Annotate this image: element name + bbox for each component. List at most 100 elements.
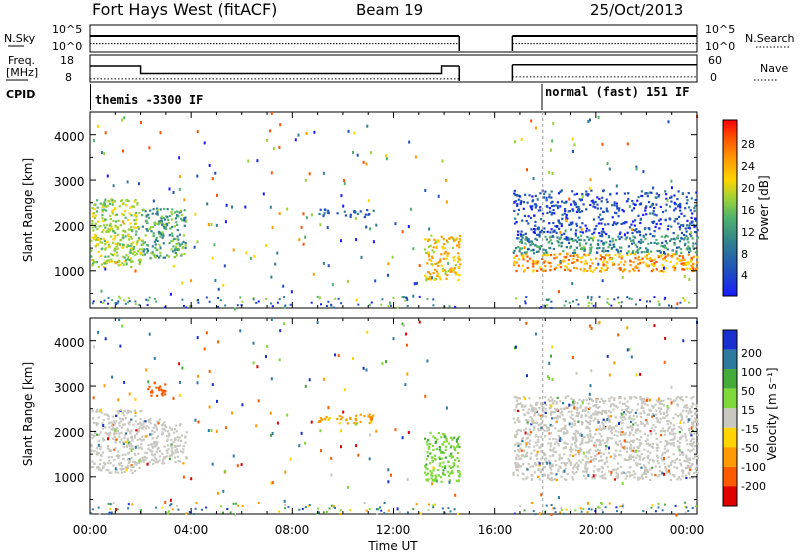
power-ytick-1000: 1000 xyxy=(54,265,85,279)
velocity-cell xyxy=(646,422,649,425)
power-cell xyxy=(686,267,689,270)
velocity-cell xyxy=(156,441,159,444)
velocity-cell xyxy=(431,479,434,482)
velocity-near-range xyxy=(432,506,435,509)
velocity-cell xyxy=(611,403,614,406)
power-cell xyxy=(664,246,667,250)
velocity-near-range xyxy=(600,502,602,504)
power-cell xyxy=(569,254,572,257)
power-cell xyxy=(513,256,516,259)
power-cell xyxy=(129,222,132,225)
power-cell xyxy=(158,256,161,259)
power-cell xyxy=(91,220,94,223)
power-cell xyxy=(664,209,667,212)
velocity-cell xyxy=(666,442,669,445)
velocity-speckle xyxy=(217,340,220,344)
power-cell xyxy=(688,224,691,227)
velocity-cell xyxy=(550,399,553,402)
velocity-cell xyxy=(529,416,532,419)
power-near-range xyxy=(239,296,242,299)
velocity-cell xyxy=(158,455,161,458)
velocity-cell xyxy=(445,440,448,443)
power-cell xyxy=(101,214,104,217)
velocity-colorbar-label: Velocity [m s⁻¹] xyxy=(765,367,779,460)
velocity-cell xyxy=(553,411,556,414)
power-cell xyxy=(565,216,568,219)
velocity-cell xyxy=(456,451,460,454)
velocity-cell xyxy=(681,475,684,478)
velocity-cell xyxy=(604,462,607,465)
velocity-cell xyxy=(664,445,667,448)
power-cell xyxy=(134,226,137,229)
velocity-cell xyxy=(552,437,555,440)
velocity-cell xyxy=(676,403,679,406)
power-cell xyxy=(616,221,619,225)
power-cell xyxy=(651,259,654,262)
velocity-cell xyxy=(133,409,136,412)
power-cell xyxy=(618,237,621,241)
velocity-near-range xyxy=(317,507,319,510)
velocity-cell xyxy=(680,412,683,415)
velocity-cell xyxy=(117,456,120,460)
power-cell xyxy=(596,247,599,250)
power-cell xyxy=(600,222,603,225)
velocity-cell xyxy=(120,468,123,471)
power-cell xyxy=(637,196,640,199)
power-cell xyxy=(542,196,545,199)
power-cell xyxy=(439,258,442,261)
velocity-cell xyxy=(667,456,670,459)
noise-tick-left-bottom: 10^0 xyxy=(52,40,82,53)
velocity-near-range xyxy=(383,512,386,515)
velocity-cell xyxy=(673,474,676,477)
velocity-cell xyxy=(138,466,141,469)
power-cell xyxy=(685,247,688,250)
velocity-cell xyxy=(359,413,362,416)
velocity-speckle xyxy=(608,446,610,450)
plot-title: Fort Hays West (fitACF) xyxy=(92,0,277,19)
velocity-cell xyxy=(336,417,339,421)
power-cell xyxy=(650,204,653,207)
power-near-range xyxy=(283,296,286,298)
power-cell xyxy=(531,261,534,264)
velocity-ylabel: Slant Range [km] xyxy=(21,362,35,466)
power-cell xyxy=(530,240,533,243)
velocity-speckle xyxy=(375,429,378,433)
power-cell xyxy=(99,225,102,228)
power-cell xyxy=(557,207,560,210)
velocity-near-range xyxy=(532,510,535,513)
velocity-cell xyxy=(550,476,553,480)
velocity-cell xyxy=(594,454,597,457)
velocity-cell xyxy=(696,433,700,437)
power-cell xyxy=(372,209,375,212)
velocity-cell xyxy=(175,424,178,427)
velocity-cell xyxy=(457,471,460,474)
velocity-cell xyxy=(368,422,371,425)
velocity-cell xyxy=(109,462,112,465)
velocity-cell xyxy=(657,446,660,449)
velocity-speckle xyxy=(362,366,365,370)
power-speckle xyxy=(559,230,562,234)
velocity-near-range xyxy=(328,507,331,510)
velocity-cell xyxy=(556,396,559,399)
power-cell xyxy=(619,250,622,253)
velocity-cell xyxy=(597,411,600,414)
velocity-cell xyxy=(660,457,663,460)
velocity-speckle xyxy=(431,482,433,486)
power-cell xyxy=(688,247,691,250)
power-cell xyxy=(109,218,112,221)
velocity-cell xyxy=(115,455,118,458)
power-cell xyxy=(116,226,119,229)
power-cell xyxy=(540,218,543,221)
power-cell xyxy=(590,246,593,249)
power-cell xyxy=(592,218,596,221)
power-cell xyxy=(102,220,105,223)
power-cell xyxy=(429,278,432,281)
velocity-cell xyxy=(665,411,668,414)
velocity-ytick-4000: 4000 xyxy=(54,336,85,350)
velocity-cell xyxy=(578,453,581,456)
beam-label: Beam 19 xyxy=(356,1,423,19)
power-cell xyxy=(135,219,138,222)
velocity-cell xyxy=(690,449,693,452)
velocity-cell xyxy=(602,452,605,455)
power-near-range xyxy=(387,305,390,308)
